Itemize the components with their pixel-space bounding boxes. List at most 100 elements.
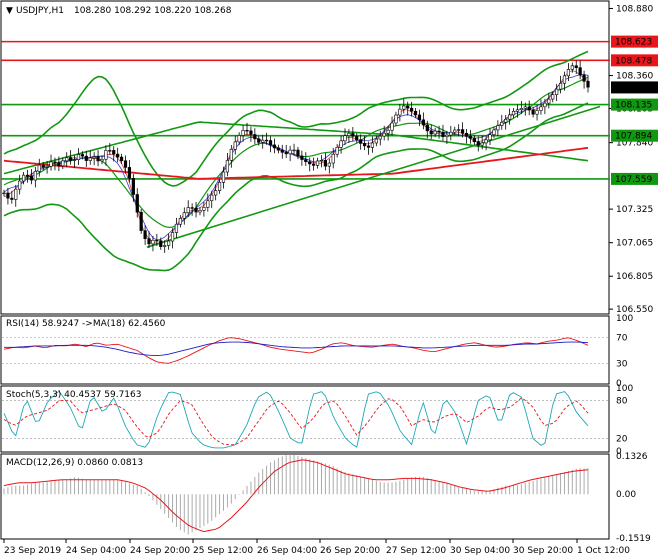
chart-menu-icon[interactable]: ▼: [6, 6, 13, 16]
candle-body: [308, 161, 312, 165]
candle-body: [253, 134, 257, 140]
rsi-tick-label: 0: [616, 379, 622, 389]
candle-body: [151, 239, 155, 245]
candle-body: [500, 121, 504, 126]
candle-body: [25, 174, 30, 177]
candle-body: [88, 157, 92, 161]
candle-body: [312, 163, 316, 166]
time-tick-label: 1 Oct 12:00: [577, 546, 630, 556]
candle-body: [178, 218, 182, 225]
trendline-support: [146, 105, 601, 248]
candle-body: [382, 132, 386, 137]
price-tag-label: 108.135: [615, 101, 652, 111]
price-tag-label: 108.623: [615, 38, 652, 48]
rsi-panel: 100 70 30 0: [2, 314, 633, 389]
candle-body: [468, 135, 473, 139]
candle-body: [433, 130, 437, 135]
candle-body: [190, 207, 194, 209]
candle-body: [14, 188, 18, 200]
price-tick-label: 107.840: [616, 139, 653, 149]
time-tick-label: 27 Sep 12:00: [386, 546, 446, 556]
candle-body: [174, 223, 179, 233]
macd-header: MACD(12,26,9) 0.0860 0.0813: [6, 458, 143, 468]
candle-body: [515, 109, 520, 112]
candle-body: [2, 192, 6, 195]
candle-body: [555, 88, 559, 95]
price-panel: 108.880108.360108.105107.840107.325107.0…: [1, 4, 658, 315]
candle-body: [167, 240, 171, 246]
candle-body: [170, 232, 175, 242]
candle-body: [257, 138, 261, 143]
stoch-panel-frame: [0, 385, 610, 453]
candle-body: [10, 197, 14, 200]
candle-body: [131, 177, 135, 195]
candle-body: [327, 162, 331, 167]
candle-body: [143, 230, 147, 239]
candle-body: [331, 153, 335, 164]
candle-body: [159, 240, 163, 247]
candle-body: [284, 152, 288, 155]
candle-body: [535, 110, 539, 115]
candle-body: [386, 129, 390, 134]
bollinger-lower: [3, 102, 589, 272]
candle-body: [366, 145, 371, 148]
time-tick-label: 24 Sep 04:00: [66, 546, 126, 556]
candle-body: [261, 139, 265, 143]
stoch-header: Stoch(5,3,3) 40.4537 59.7163: [6, 390, 141, 400]
candle-body: [562, 75, 567, 84]
candle-body: [406, 105, 410, 109]
time-tick-label: 26 Sep 20:00: [320, 546, 380, 556]
candle-body: [100, 158, 104, 162]
candle-body: [296, 149, 300, 157]
candle-body: [21, 174, 26, 182]
macd-tick-label: 0.1326: [616, 452, 648, 462]
candle-body: [225, 160, 230, 173]
candle-body: [116, 153, 120, 158]
candle-body: [182, 212, 186, 219]
macd-panel: 0.1326 0.00 -0.1519: [3, 452, 651, 544]
candle-body: [413, 110, 418, 116]
candle-body: [480, 142, 484, 146]
candle-body: [123, 160, 128, 168]
stoch-tick-label: 20: [616, 434, 628, 444]
macd-signal-line: [3, 459, 589, 533]
candle-body: [268, 140, 273, 146]
candle-body: [539, 106, 543, 111]
candle-body: [445, 134, 449, 137]
price-tag-label: 107.894: [615, 132, 652, 142]
price-tag-label: 108.478: [615, 56, 652, 66]
candle-body: [265, 139, 269, 142]
candle-body: [335, 146, 339, 155]
candle-body: [417, 114, 422, 121]
candle-body: [186, 207, 190, 214]
candle-body: [65, 157, 69, 162]
candle-body: [323, 159, 327, 167]
candle-body: [484, 139, 488, 144]
candle-body: [394, 114, 398, 124]
candle-body: [18, 180, 22, 190]
candle-body: [194, 208, 198, 213]
candle-body: [551, 94, 555, 100]
price-tag-box: [611, 98, 658, 111]
candle-body: [410, 107, 414, 112]
candle-body: [112, 150, 116, 155]
candle-body: [29, 176, 34, 181]
candle-body: [429, 130, 433, 135]
candle-body: [488, 134, 492, 141]
candle-body: [582, 74, 586, 82]
candle-body: [347, 133, 351, 136]
candle-body: [6, 192, 10, 199]
candle-body: [276, 147, 280, 151]
candle-body: [319, 159, 324, 162]
candle-body: [198, 210, 202, 213]
price-tick-label: 106.550: [616, 305, 653, 315]
candle-body: [280, 149, 284, 153]
rsi-tick-label: 30: [616, 360, 628, 370]
rsi-panel-frame: [0, 315, 610, 385]
candle-body: [374, 138, 378, 144]
ma-slow: [3, 121, 589, 175]
price-tick-label: 108.360: [616, 72, 653, 82]
candle-body: [519, 108, 523, 111]
candle-body: [531, 109, 535, 115]
